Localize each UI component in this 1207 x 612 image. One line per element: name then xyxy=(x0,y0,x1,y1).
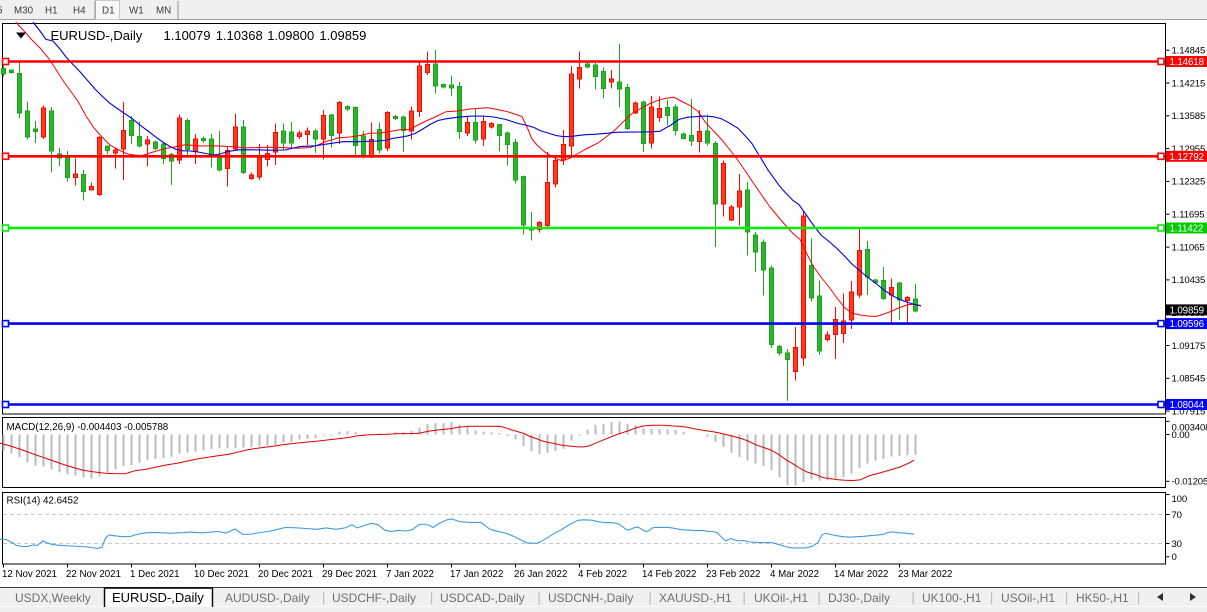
svg-text:AUDUSD-,Daily: AUDUSD-,Daily xyxy=(225,591,310,605)
svg-text:1.10435: 1.10435 xyxy=(1172,275,1206,286)
svg-text:1.11695: 1.11695 xyxy=(1172,210,1205,221)
svg-text:1.14215: 1.14215 xyxy=(1172,78,1206,89)
svg-text:MN: MN xyxy=(156,6,171,17)
svg-text:30: 30 xyxy=(1172,539,1182,550)
svg-text:1.09175: 1.09175 xyxy=(1172,341,1206,352)
svg-text:1.14618: 1.14618 xyxy=(1170,57,1205,68)
svg-text:UK100-,H1: UK100-,H1 xyxy=(922,591,982,605)
svg-text:USDCNH-,Daily: USDCNH-,Daily xyxy=(548,591,633,605)
svg-text:5: 5 xyxy=(0,6,3,17)
svg-text:14 Mar 2022: 14 Mar 2022 xyxy=(834,569,888,580)
svg-text:USDX,Weekly: USDX,Weekly xyxy=(15,591,91,605)
svg-text:14 Feb 2022: 14 Feb 2022 xyxy=(642,569,696,580)
svg-text:100: 100 xyxy=(1172,494,1188,505)
svg-text:4 Feb 2022: 4 Feb 2022 xyxy=(578,569,627,580)
svg-text:0.00: 0.00 xyxy=(1172,430,1190,441)
svg-text:1.09859: 1.09859 xyxy=(319,28,366,43)
svg-text:HK50-,H1: HK50-,H1 xyxy=(1076,591,1129,605)
svg-text:23 Feb 2022: 23 Feb 2022 xyxy=(706,569,760,580)
svg-text:RSI(14) 42.6452: RSI(14) 42.6452 xyxy=(7,496,79,507)
svg-text:1.11422: 1.11422 xyxy=(1170,224,1204,235)
svg-text:-0.012058: -0.012058 xyxy=(1172,477,1207,488)
svg-text:|: | xyxy=(990,591,993,605)
svg-text:1.09800: 1.09800 xyxy=(267,28,314,43)
svg-text:70: 70 xyxy=(1172,510,1182,521)
svg-text:1.09859: 1.09859 xyxy=(1170,305,1204,316)
svg-text:1 Dec 2021: 1 Dec 2021 xyxy=(130,569,180,580)
svg-text:USOil-,H1: USOil-,H1 xyxy=(1001,591,1055,605)
svg-text:EURUSD-,Daily: EURUSD-,Daily xyxy=(51,28,143,43)
svg-text:1.08044: 1.08044 xyxy=(1170,400,1205,411)
svg-text:|: | xyxy=(430,591,433,605)
svg-text:1.12955: 1.12955 xyxy=(1172,144,1206,155)
svg-text:4 Mar 2022: 4 Mar 2022 xyxy=(770,569,819,580)
svg-text:|: | xyxy=(818,591,821,605)
svg-text:29 Dec 2021: 29 Dec 2021 xyxy=(322,569,377,580)
svg-text:26 Jan 2022: 26 Jan 2022 xyxy=(514,569,567,580)
svg-text:17 Jan 2022: 17 Jan 2022 xyxy=(450,569,503,580)
svg-text:XAUUSD-,H1: XAUUSD-,H1 xyxy=(659,591,732,605)
svg-text:MACD(12,26,9) -0.004403 -0.005: MACD(12,26,9) -0.004403 -0.005788 xyxy=(7,422,169,433)
svg-text:H4: H4 xyxy=(73,6,86,17)
svg-text:USDCHF-,Daily: USDCHF-,Daily xyxy=(332,591,416,605)
svg-text:|: | xyxy=(1137,591,1140,605)
svg-text:|: | xyxy=(912,591,915,605)
svg-text:DJ30-,Daily: DJ30-,Daily xyxy=(828,591,890,605)
svg-text:0: 0 xyxy=(1172,552,1177,563)
svg-text:|: | xyxy=(743,591,746,605)
svg-text:1.14845: 1.14845 xyxy=(1172,46,1206,57)
svg-text:UKOil-,H1: UKOil-,H1 xyxy=(754,591,808,605)
svg-text:D1: D1 xyxy=(102,6,115,17)
svg-text:USDCAD-,Daily: USDCAD-,Daily xyxy=(440,591,525,605)
svg-text:1.10079: 1.10079 xyxy=(164,28,211,43)
svg-text:1.12325: 1.12325 xyxy=(1172,177,1206,188)
svg-text:1.11065: 1.11065 xyxy=(1172,242,1205,253)
svg-text:|: | xyxy=(1065,591,1068,605)
svg-text:|: | xyxy=(538,591,541,605)
svg-text:1.13585: 1.13585 xyxy=(1172,111,1206,122)
svg-text:1.09596: 1.09596 xyxy=(1170,319,1205,330)
svg-text:0.003408: 0.003408 xyxy=(1172,422,1207,433)
svg-text:|: | xyxy=(322,591,325,605)
svg-text:W1: W1 xyxy=(129,6,144,17)
svg-text:10 Dec 2021: 10 Dec 2021 xyxy=(194,569,249,580)
svg-text:1.07915: 1.07915 xyxy=(1172,406,1206,417)
svg-text:M30: M30 xyxy=(14,6,34,17)
svg-text:1.12792: 1.12792 xyxy=(1170,152,1204,163)
svg-text:1.08545: 1.08545 xyxy=(1172,374,1206,385)
svg-text:7 Jan 2022: 7 Jan 2022 xyxy=(386,569,434,580)
svg-text:1.10368: 1.10368 xyxy=(216,28,263,43)
svg-text:23 Mar 2022: 23 Mar 2022 xyxy=(898,569,952,580)
svg-text:20 Dec 2021: 20 Dec 2021 xyxy=(258,569,313,580)
svg-text:12 Nov 2021: 12 Nov 2021 xyxy=(2,569,57,580)
svg-text:|: | xyxy=(649,591,652,605)
svg-text:H1: H1 xyxy=(45,6,58,17)
svg-text:22 Nov 2021: 22 Nov 2021 xyxy=(66,569,121,580)
svg-text:EURUSD-,Daily: EURUSD-,Daily xyxy=(112,590,204,605)
